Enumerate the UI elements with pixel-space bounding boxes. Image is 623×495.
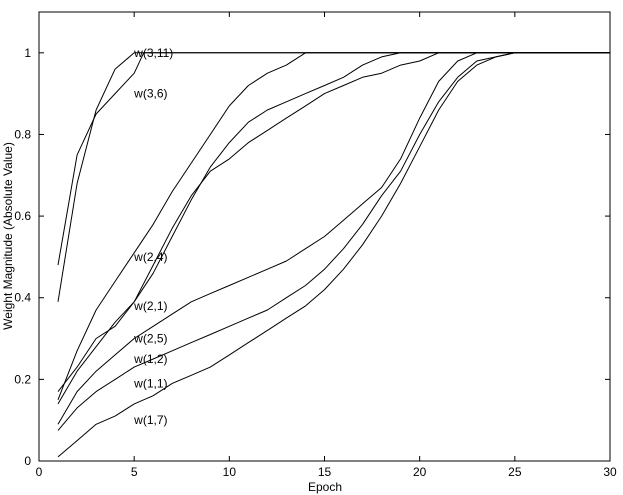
series-label-w(3,11): w(3,11) bbox=[133, 46, 173, 60]
series-label-w(1,7): w(1,7) bbox=[133, 413, 167, 427]
y-tick-label: 0.8 bbox=[14, 127, 31, 141]
x-axis-title: Epoch bbox=[308, 480, 342, 494]
y-tick-label: 0 bbox=[24, 454, 31, 468]
axis-ticks: 0 5 10 15 20 25 30 0 0.2 0.4 0.6 0.8 1 bbox=[14, 12, 617, 479]
series-label-w(2,1): w(2,1) bbox=[133, 299, 167, 313]
series-line-w(3,6) bbox=[57, 52, 610, 266]
y-tick-label: 0.6 bbox=[14, 209, 31, 223]
series-labels: w(3,11) w(3,6) w(2,4) w(2,1) w(2,5) w(1,2) w(1… bbox=[133, 46, 173, 427]
series-lines bbox=[57, 52, 610, 458]
y-tick-label: 1 bbox=[24, 46, 31, 60]
series-line-w(2,1) bbox=[57, 52, 610, 392]
series-label-w(2,4): w(2,4) bbox=[133, 250, 167, 264]
series-label-w(2,5): w(2,5) bbox=[133, 332, 167, 346]
y-axis-title: Weight Magnitude (Absolute Value) bbox=[1, 142, 15, 330]
x-tick-label: 25 bbox=[508, 465, 522, 479]
series-line-w(1,1) bbox=[57, 52, 610, 431]
series-label-w(3,6): w(3,6) bbox=[133, 87, 167, 101]
x-tick-label: 0 bbox=[36, 465, 43, 479]
series-line-w(2,4) bbox=[57, 52, 610, 400]
series-line-w(1,2) bbox=[57, 52, 610, 425]
x-tick-label: 10 bbox=[223, 465, 237, 479]
series-line-w(1,7) bbox=[57, 52, 610, 458]
y-tick-label: 0.2 bbox=[14, 372, 31, 386]
x-tick-label: 30 bbox=[603, 465, 617, 479]
y-tick-label: 0.4 bbox=[14, 291, 31, 305]
x-tick-label: 20 bbox=[413, 465, 427, 479]
series-label-w(1,2): w(1,2) bbox=[133, 352, 167, 366]
series-line-w(2,5) bbox=[57, 52, 610, 405]
x-tick-label: 5 bbox=[131, 465, 138, 479]
x-tick-label: 15 bbox=[318, 465, 332, 479]
series-label-w(1,1): w(1,1) bbox=[133, 376, 167, 390]
